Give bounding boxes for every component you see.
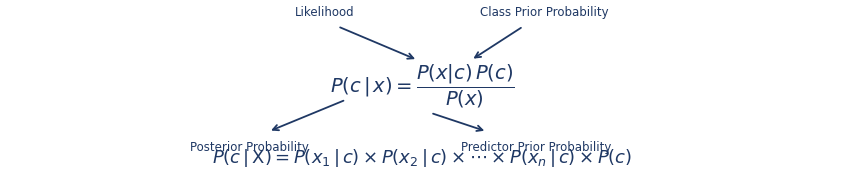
Text: Class Prior Probability: Class Prior Probability	[480, 6, 609, 19]
Text: $P(c\,|\,\mathrm{X}) = P(x_1\,|\,c) \times P(x_2\,|\,c) \times \cdots \times P(x: $P(c\,|\,\mathrm{X}) = P(x_1\,|\,c) \tim…	[212, 147, 632, 169]
Text: Posterior Probability: Posterior Probability	[190, 141, 308, 154]
Text: $P(c\,|\,x)=\dfrac{P(x|c)\,P(c)}{P(x)}$: $P(c\,|\,x)=\dfrac{P(x|c)\,P(c)}{P(x)}$	[330, 63, 514, 110]
Text: Predictor Prior Probability: Predictor Prior Probability	[461, 141, 611, 154]
Text: Likelihood: Likelihood	[295, 6, 354, 19]
